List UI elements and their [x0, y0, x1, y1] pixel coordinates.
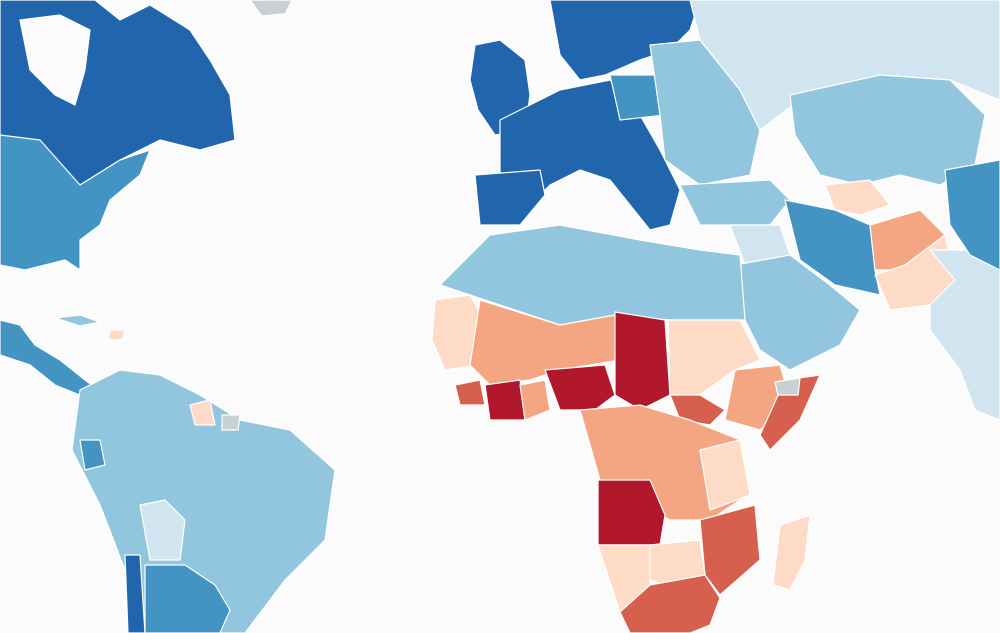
- ecuador: [79, 439, 106, 471]
- guyana: [189, 399, 216, 426]
- somalia: [759, 374, 821, 451]
- ivory-coast: [484, 379, 526, 421]
- india: [929, 249, 1000, 421]
- french-guiana: [221, 414, 241, 431]
- guinea: [454, 379, 486, 406]
- turkey: [679, 179, 791, 226]
- argentina: [144, 564, 231, 633]
- angola: [597, 479, 666, 546]
- usa: [0, 134, 151, 271]
- turkmenistan: [824, 179, 891, 216]
- iran: [784, 199, 881, 296]
- ghana: [519, 379, 551, 421]
- central-asia: [789, 74, 986, 186]
- haiti: [107, 329, 126, 341]
- madagascar: [772, 514, 811, 591]
- mozambique: [699, 504, 761, 596]
- nigeria: [544, 364, 616, 411]
- tanzania: [699, 439, 751, 511]
- hudson-bay: [19, 14, 91, 106]
- south-africa: [619, 574, 721, 633]
- chile: [124, 554, 146, 633]
- bolivia: [139, 499, 186, 561]
- cuba: [54, 314, 101, 327]
- iberia: [474, 169, 546, 226]
- chad: [614, 311, 671, 411]
- greenland: [249, 0, 293, 17]
- somaliland: [774, 377, 801, 396]
- china: [944, 159, 1000, 271]
